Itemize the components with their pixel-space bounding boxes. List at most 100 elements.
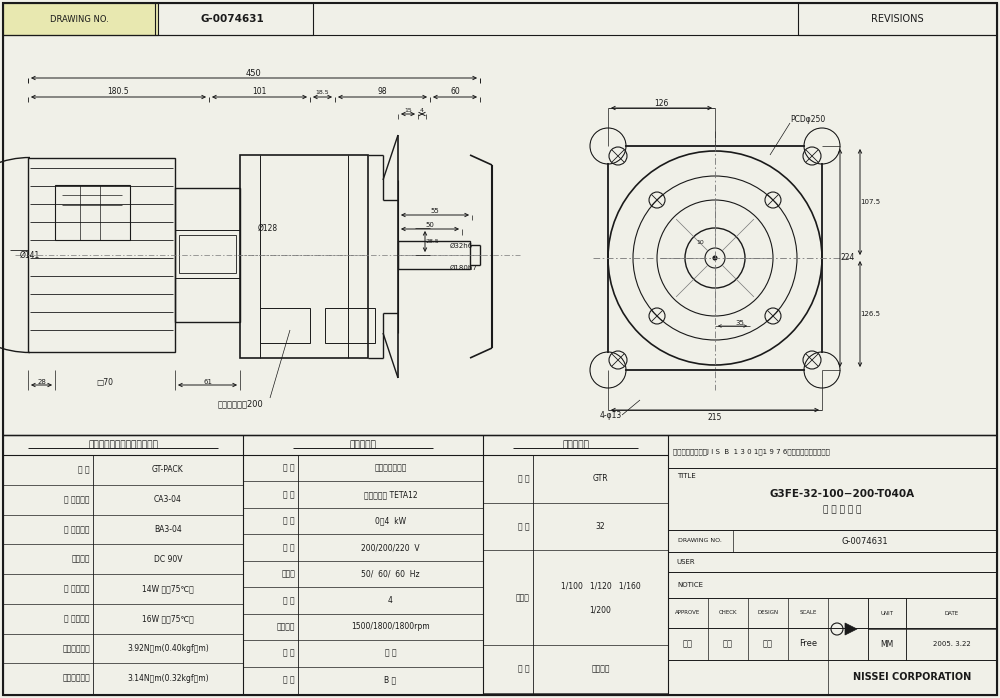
Text: 50/  60/  60  Hz: 50/ 60/ 60 Hz (361, 570, 420, 579)
Text: 60: 60 (450, 87, 460, 96)
Text: G-0074631: G-0074631 (842, 537, 888, 546)
Text: 全閉外扇形 TETA12: 全閉外扇形 TETA12 (364, 490, 417, 499)
Text: 型 クラッチ: 型 クラッチ (64, 495, 90, 504)
Text: 電 圧: 電 圧 (283, 543, 295, 552)
Text: 減速比: 減速比 (516, 593, 530, 602)
Text: 静摩擦トルク: 静摩擦トルク (62, 644, 90, 653)
Text: 200/200/220  V: 200/200/220 V (361, 543, 420, 552)
Text: 1/200: 1/200 (590, 605, 611, 614)
Circle shape (591, 353, 625, 387)
Text: DESIGN: DESIGN (757, 611, 779, 616)
Bar (3, 3, 313, 35)
Bar (28, 158, 175, 352)
Text: UNIT: UNIT (881, 611, 894, 616)
Text: 3.92N・m(0.40kgf・m): 3.92N・m(0.40kgf・m) (127, 644, 209, 653)
Text: 4-φ13: 4-φ13 (600, 410, 622, 419)
Text: 励磁電圧: 励磁電圧 (72, 555, 90, 563)
Text: 枚 番: 枚 番 (518, 522, 530, 531)
Bar (3, 35, 997, 435)
Text: 28.5: 28.5 (425, 239, 439, 244)
Text: B 種: B 種 (384, 675, 397, 684)
Text: 式 ブレーキ: 式 ブレーキ (64, 525, 90, 534)
Circle shape (805, 129, 839, 163)
Text: 4: 4 (388, 596, 393, 605)
Bar (325, 308, 375, 343)
Text: 35: 35 (735, 320, 744, 326)
Text: TITLE: TITLE (677, 473, 695, 479)
Circle shape (591, 129, 625, 163)
Text: NISSEI CORPORATION: NISSEI CORPORATION (853, 672, 972, 683)
Text: SCALE: SCALE (799, 611, 817, 616)
Text: CA3-04: CA3-04 (154, 495, 182, 504)
Text: G3FE-32-100−200-T040A: G3FE-32-100−200-T040A (770, 489, 915, 499)
Text: 三相誘導電動機: 三相誘導電動機 (374, 463, 407, 473)
Text: 28: 28 (37, 379, 46, 385)
Text: 外 形 寸 法 図: 外 形 寸 法 図 (823, 505, 862, 514)
Bar (240, 155, 368, 358)
Text: 周波数: 周波数 (281, 570, 295, 579)
Text: 50: 50 (426, 222, 434, 228)
Text: 98: 98 (378, 87, 387, 96)
Text: 潤 滑: 潤 滑 (518, 664, 530, 674)
Text: グリース: グリース (591, 664, 610, 674)
Text: 1/100   1/120   1/160: 1/100 1/120 1/160 (561, 581, 640, 591)
Text: USER: USER (677, 559, 695, 565)
Text: 極 数: 極 数 (283, 596, 295, 605)
Text: BA3-04: BA3-04 (154, 525, 182, 534)
Text: GT-PACK: GT-PACK (152, 466, 184, 475)
Text: 2005. 3.22: 2005. 3.22 (933, 641, 970, 648)
Text: 32: 32 (596, 522, 605, 531)
Bar (179, 235, 236, 273)
Text: 126: 126 (654, 98, 669, 107)
Bar (55, 185, 130, 240)
Text: 1500/1800/1800rpm: 1500/1800/1800rpm (351, 623, 430, 632)
Text: Free: Free (799, 639, 817, 648)
Text: DRAWING NO.: DRAWING NO. (50, 15, 108, 24)
Text: Ø180h7: Ø180h7 (450, 265, 478, 271)
Bar (3, 3, 158, 35)
Text: 絶 縁: 絶 縁 (283, 675, 295, 684)
Text: Ø32h6: Ø32h6 (450, 243, 473, 249)
Text: MM: MM (880, 640, 894, 649)
Text: 224: 224 (841, 253, 855, 262)
Text: REVISIONS: REVISIONS (871, 14, 923, 24)
Text: □70: □70 (96, 378, 114, 387)
Text: 名 称: 名 称 (283, 463, 295, 473)
Text: リード線長さ200: リード線長さ200 (217, 399, 263, 408)
Text: 連 続: 連 続 (385, 649, 396, 658)
Text: GTR: GTR (593, 475, 608, 483)
Bar (798, 3, 997, 35)
Bar (608, 146, 822, 370)
Text: 量 ブレーキ: 量 ブレーキ (64, 614, 90, 623)
Text: 14W （於75℃）: 14W （於75℃） (142, 584, 194, 593)
Text: 61: 61 (203, 379, 212, 385)
Text: 名 称: 名 称 (78, 466, 90, 475)
Text: 出 力: 出 力 (283, 517, 295, 526)
Text: DRAWING NO.: DRAWING NO. (678, 538, 722, 544)
Text: 107.5: 107.5 (860, 199, 880, 205)
Text: モータ仕様: モータ仕様 (350, 440, 376, 450)
Text: 15: 15 (404, 107, 412, 112)
Text: 電磁クラッチ・ブレーキ仕様: 電磁クラッチ・ブレーキ仕様 (88, 440, 158, 450)
Bar (398, 241, 470, 269)
Text: 10: 10 (696, 241, 704, 246)
Text: 215: 215 (708, 413, 722, 422)
Circle shape (805, 353, 839, 387)
Circle shape (713, 256, 717, 260)
Polygon shape (845, 623, 857, 635)
Text: 減速機仕様: 減速機仕様 (562, 440, 589, 450)
Text: PCDφ250: PCDφ250 (790, 115, 825, 124)
Text: NOTICE: NOTICE (677, 582, 703, 588)
Bar (3, 435, 997, 695)
Text: 動摩擦トルク: 動摩擦トルク (62, 674, 90, 683)
Bar (175, 188, 240, 322)
Text: 126.5: 126.5 (860, 311, 880, 317)
Text: 型 式: 型 式 (283, 490, 295, 499)
Text: 3.14N・m(0.32kgf・m): 3.14N・m(0.32kgf・m) (127, 674, 209, 683)
Text: 北村: 北村 (723, 639, 733, 648)
Text: 16W （於75℃）: 16W （於75℃） (142, 614, 194, 623)
Text: 注．出力軸キーはJ I S  B  1 3 0 1－1 9 7 6平行キーに依ります。: 注．出力軸キーはJ I S B 1 3 0 1－1 9 7 6平行キーに依ります… (673, 448, 830, 455)
Text: DC 90V: DC 90V (154, 555, 182, 563)
Text: 海野: 海野 (683, 639, 693, 648)
Text: 4: 4 (420, 107, 424, 112)
